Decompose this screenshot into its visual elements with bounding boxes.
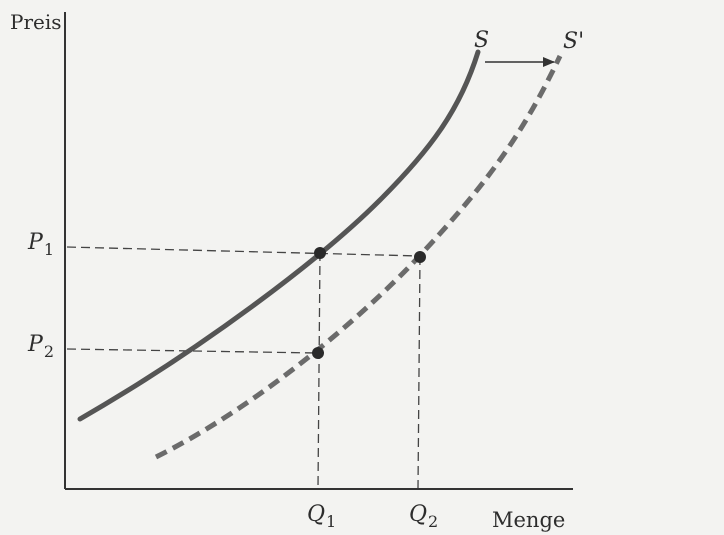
point-p1-q1 [314,247,326,259]
x-axis-label: Menge [492,508,566,532]
curve-label-s: S [474,28,490,53]
price-label-p1: P1 [28,230,54,259]
q1-guide-line [317,251,321,489]
quantity-label-q2: Q2 [409,502,439,531]
supply-curve-s [77,49,481,422]
q2-guide-line [417,255,421,489]
curve-label-s-prime: S' [563,29,585,54]
price-label-p2: P2 [28,332,54,361]
y-axis-label: Preis [10,10,62,34]
point-p2-q1 [312,347,324,359]
quantity-label-q1: Q1 [307,502,337,531]
point-p1-q2 [414,251,426,263]
supply-curve-s-prime [154,54,563,460]
p1-guide-line [66,246,421,257]
